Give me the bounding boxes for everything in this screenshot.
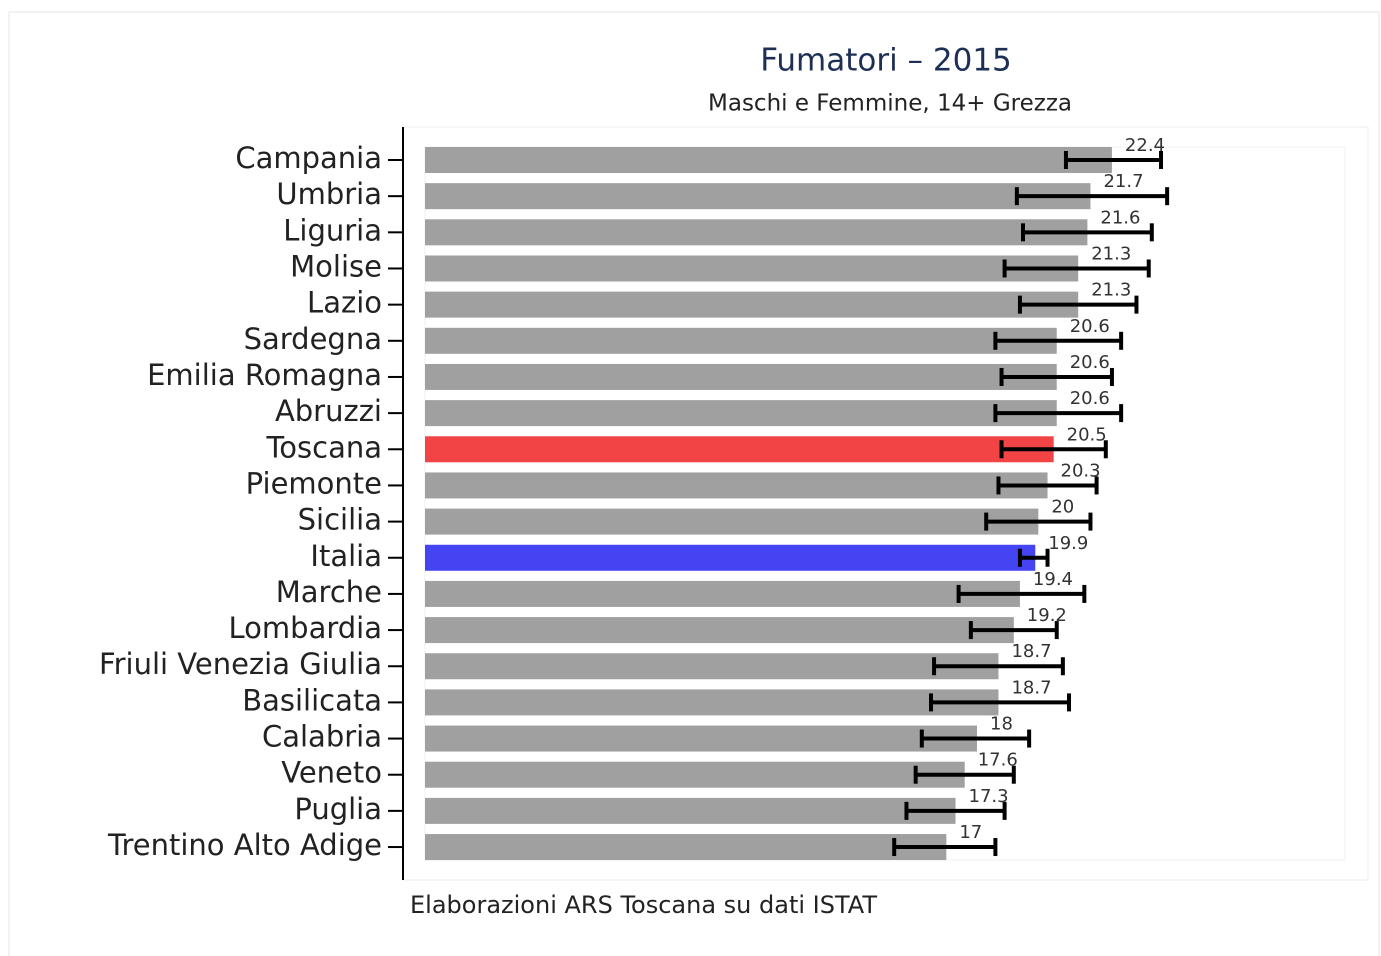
data-label: 17.3 xyxy=(969,786,1009,807)
data-label: 21.3 xyxy=(1091,280,1131,301)
bar xyxy=(425,761,965,788)
data-label: 18.7 xyxy=(1011,641,1051,662)
bar xyxy=(425,544,1036,571)
y-tick-label: Calabria xyxy=(262,720,382,754)
bar xyxy=(425,580,1020,607)
y-tick-label: Umbria xyxy=(276,177,382,211)
data-label: 22.4 xyxy=(1125,135,1165,156)
bar xyxy=(425,689,999,716)
data-label: 17.6 xyxy=(978,750,1018,771)
data-label: 18 xyxy=(990,714,1013,735)
data-label: 20.6 xyxy=(1070,316,1110,337)
bar xyxy=(425,255,1079,282)
source-note: Elaborazioni ARS Toscana su dati ISTAT xyxy=(410,891,877,919)
y-tick-label: Sardegna xyxy=(244,322,382,356)
y-tick-label: Piemonte xyxy=(246,466,382,500)
y-tick-label: Liguria xyxy=(283,213,382,247)
data-label: 19.9 xyxy=(1048,533,1088,554)
bar xyxy=(425,183,1091,210)
bar xyxy=(425,617,1014,644)
y-tick-label: Lazio xyxy=(307,286,382,320)
y-tick-label: Emilia Romagna xyxy=(147,358,382,392)
bar xyxy=(425,363,1057,390)
data-label: 20.5 xyxy=(1067,424,1107,445)
y-tick-label: Lombardia xyxy=(229,611,382,645)
y-tick-label: Veneto xyxy=(281,756,382,790)
bar xyxy=(425,147,1112,173)
bar xyxy=(425,725,977,752)
bar xyxy=(425,327,1057,354)
bar xyxy=(425,508,1039,535)
data-label: 20 xyxy=(1051,497,1074,518)
bar xyxy=(425,797,956,824)
bar xyxy=(425,436,1054,463)
bar xyxy=(425,834,947,861)
y-tick-label: Marche xyxy=(276,575,382,609)
data-label: 21.7 xyxy=(1103,171,1143,192)
bar xyxy=(425,653,999,680)
y-tick-label: Basilicata xyxy=(242,683,382,717)
chart-title: Fumatori – 2015 xyxy=(760,43,1012,79)
bar xyxy=(425,472,1048,499)
y-tick-label: Molise xyxy=(290,249,382,283)
data-label: 21.3 xyxy=(1091,243,1131,264)
y-tick-label: Italia xyxy=(310,539,382,573)
data-label: 19.4 xyxy=(1033,569,1073,590)
plot-frame xyxy=(402,126,1369,881)
data-label: 20.3 xyxy=(1061,460,1101,481)
y-tick-label: Puglia xyxy=(294,792,382,826)
y-tick-label: Sicilia xyxy=(298,503,382,537)
y-tick-label: Toscana xyxy=(265,430,382,464)
y-tick-label: Trentino Alto Adige xyxy=(107,828,382,862)
data-label: 20.6 xyxy=(1070,388,1110,409)
bar xyxy=(425,219,1088,246)
bar xyxy=(425,291,1079,318)
y-tick-label: Abruzzi xyxy=(275,394,382,428)
data-label: 19.2 xyxy=(1027,605,1067,626)
data-label: 20.6 xyxy=(1070,352,1110,373)
bar xyxy=(425,400,1057,427)
y-tick-label: Friuli Venezia Giulia xyxy=(99,647,382,681)
chart-subtitle: Maschi e Femmine, 14+ Grezza xyxy=(708,91,1072,117)
data-label: 21.6 xyxy=(1100,207,1140,228)
data-label: 17 xyxy=(959,822,982,843)
y-tick-label: Campania xyxy=(235,141,382,175)
data-label: 18.7 xyxy=(1011,677,1051,698)
